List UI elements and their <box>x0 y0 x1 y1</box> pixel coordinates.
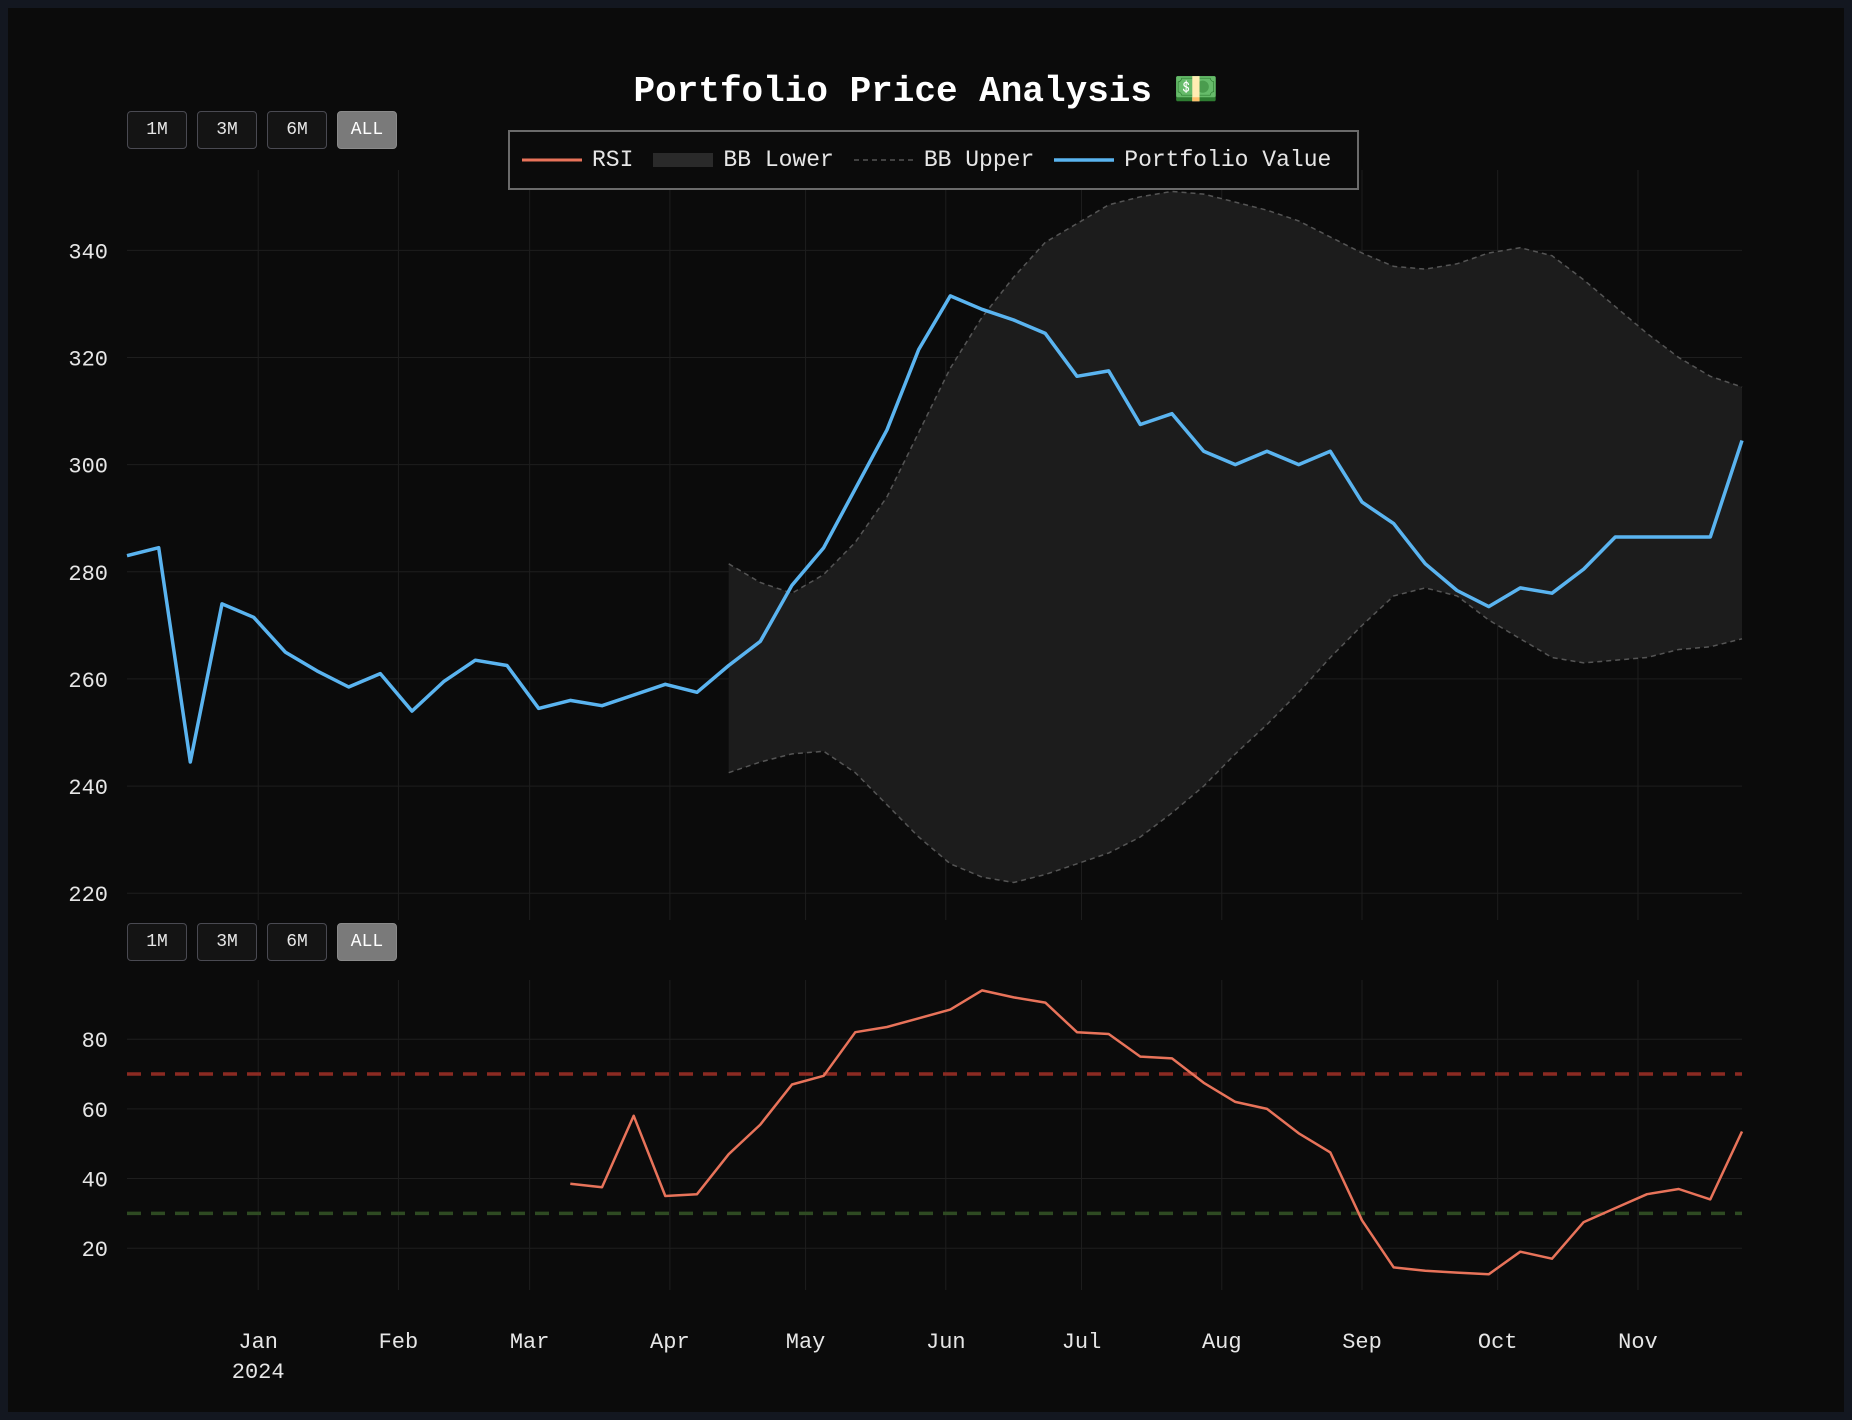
range-button-3m[interactable]: 3M <box>197 923 257 961</box>
range-button-1m[interactable]: 1M <box>127 111 187 149</box>
price-y-tick-label: 220 <box>68 883 108 908</box>
range-button-6m[interactable]: 6M <box>267 111 327 149</box>
x-tick-label: Sep <box>1342 1330 1382 1355</box>
legend-label-bb-upper: BB Upper <box>923 147 1035 173</box>
x-tick-label: Nov <box>1618 1330 1658 1355</box>
price-y-tick-label: 340 <box>68 240 108 265</box>
legend-swatch-bb-upper <box>853 153 914 167</box>
x-tick-label: Aug <box>1202 1330 1242 1355</box>
price-y-tick-label: 280 <box>68 562 108 587</box>
portfolio-value-line <box>126 294 1744 764</box>
range-selector-bottom: 1M 3M 6M ALL <box>127 923 397 961</box>
range-button-6m[interactable]: 6M <box>267 923 327 961</box>
x-tick-label: Jun <box>926 1330 966 1355</box>
legend-item-rsi[interactable]: RSI <box>522 147 633 173</box>
legend-swatch-portfolio-value <box>1054 153 1115 167</box>
chart-legend: RSI BB Lower BB Upper Portfolio Value <box>508 130 1359 190</box>
range-button-all[interactable]: ALL <box>337 923 397 961</box>
rsi-line <box>570 989 1744 1276</box>
price-y-tick-label: 240 <box>68 776 108 801</box>
range-button-1m[interactable]: 1M <box>127 923 187 961</box>
price-y-tick-label: 320 <box>68 348 108 373</box>
legend-label-portfolio-value: Portfolio Value <box>1124 147 1332 173</box>
legend-swatch-rsi <box>522 153 582 167</box>
range-button-all[interactable]: ALL <box>337 111 397 149</box>
range-selector-top: 1M 3M 6M ALL <box>127 111 397 149</box>
x-tick-label: Oct <box>1478 1330 1518 1355</box>
legend-item-portfolio-value[interactable]: Portfolio Value <box>1054 147 1331 173</box>
legend-item-bb-upper[interactable]: BB Upper <box>853 147 1035 173</box>
legend-swatch-bb-lower <box>653 153 714 167</box>
legend-label-bb-lower: BB Lower <box>723 147 834 173</box>
rsi-y-tick-label: 20 <box>82 1238 108 1263</box>
range-button-3m[interactable]: 3M <box>197 111 257 149</box>
x-tick-label: Apr <box>650 1330 690 1355</box>
rsi-y-tick-label: 40 <box>82 1169 108 1194</box>
x-tick-label: May <box>786 1330 826 1355</box>
price-y-tick-label: 300 <box>68 455 108 480</box>
legend-item-bb-lower[interactable]: BB Lower <box>653 147 834 173</box>
x-tick-label: Feb <box>379 1330 419 1355</box>
bb-lower-line <box>728 587 1743 884</box>
x-tick-label: Jul <box>1062 1330 1102 1355</box>
legend-label-rsi: RSI <box>592 147 634 173</box>
bb-band-area <box>728 191 1742 883</box>
bb-upper-line <box>728 190 1743 595</box>
price-y-tick-label: 260 <box>68 669 108 694</box>
chart-title: Portfolio Price Analysis 💵 <box>633 71 1219 112</box>
rsi-y-tick-label: 80 <box>82 1029 108 1054</box>
x-tick-label: Mar <box>510 1330 550 1355</box>
x-tick-label: Jan <box>238 1330 278 1355</box>
x-year-label: 2024 <box>232 1360 285 1385</box>
rsi-y-tick-label: 60 <box>82 1099 108 1124</box>
